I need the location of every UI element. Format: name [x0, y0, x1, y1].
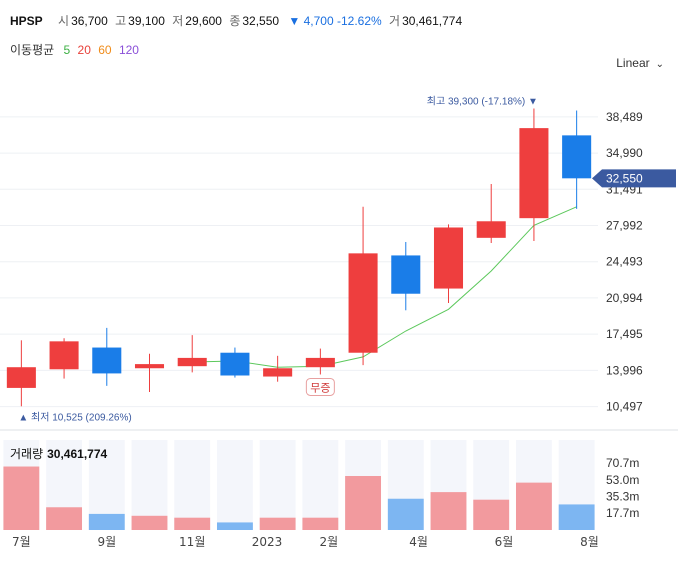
candle-body	[562, 135, 592, 179]
chevron-down-icon: ⌄	[655, 59, 664, 70]
y-tick-label: 17,495	[606, 327, 643, 341]
volume-bar	[88, 513, 125, 530]
volume-tick-label: 17.7m	[606, 506, 639, 520]
volume-bar	[46, 507, 83, 530]
candle-body	[177, 357, 207, 367]
volume-band	[302, 440, 339, 530]
quote-header: HPSP 시 36,700 고 39,100 저 29,600 종 32,550 ▼ 4…	[10, 12, 462, 29]
y-tick-label: 27,992	[606, 218, 643, 232]
candle-body	[305, 357, 335, 368]
volume-bar	[131, 515, 168, 530]
candle-body	[220, 352, 250, 376]
x-tick-label: 8월	[580, 535, 599, 549]
annotation-badge	[305, 377, 335, 396]
volume-bar	[216, 522, 253, 530]
volume-value: 30,461,774	[402, 14, 463, 28]
x-tick-label: 11월	[179, 535, 205, 549]
close-value: 32,550	[242, 14, 280, 28]
annotation-label: 무증	[310, 381, 330, 394]
y-tick-label: 20,994	[606, 291, 643, 305]
x-tick-label: 7월	[12, 535, 31, 549]
candle-body	[433, 227, 464, 289]
current-price-tag	[592, 169, 676, 188]
volume-tick-label: 53.0m	[606, 473, 639, 487]
candle-body	[263, 368, 293, 377]
x-tick-label: 6월	[495, 535, 514, 549]
candle-body	[6, 367, 36, 388]
volume-tick-label: 70.7m	[606, 456, 639, 470]
open-label: 시	[58, 14, 70, 28]
close-label: 종	[229, 14, 241, 28]
change-value: ▼ 4,700 -12.62%	[288, 14, 382, 28]
scale-mode-label: Linear	[616, 56, 650, 70]
ma-line	[192, 206, 577, 368]
y-tick-label: 24,493	[606, 255, 643, 269]
symbol: HPSP	[10, 14, 43, 28]
low-value: 29,600	[185, 14, 222, 28]
current-price-label: 32,550	[606, 171, 643, 185]
moving-average-legend[interactable]: 이동평균 5 20 60 120	[10, 41, 143, 58]
max-label: 최고 39,300 (-17.18%) ▼	[427, 95, 538, 107]
volume-title-label: 거래량	[10, 447, 44, 461]
y-tick-label: 38,489	[606, 110, 643, 124]
volume-bar	[302, 517, 339, 530]
volume-bar	[259, 517, 296, 530]
volume-bar	[515, 482, 552, 530]
open-value: 36,700	[71, 14, 108, 28]
volume-bar	[473, 499, 510, 530]
y-tick-label: 13,996	[606, 363, 643, 377]
x-tick-label: 4월	[409, 535, 428, 549]
volume-title: 거래량 30,461,774	[10, 445, 107, 462]
x-tick-label: 2월	[320, 535, 339, 549]
x-tick-label: 2023	[252, 535, 283, 549]
ma-period-120: 120	[118, 43, 139, 57]
y-tick-label: 10,497	[606, 400, 643, 414]
scale-mode-dropdown[interactable]: Linear ⌄	[616, 56, 664, 70]
candle-body	[519, 128, 549, 219]
volume-band	[174, 440, 211, 530]
high-value: 39,100	[128, 14, 165, 28]
volume-bar	[3, 466, 40, 530]
volume-bar	[387, 498, 424, 530]
volume-bar	[345, 476, 382, 530]
min-label: ▲ 최저 10,525 (209.26%)	[18, 411, 131, 423]
volume-band	[259, 440, 296, 530]
ma-title: 이동평균	[10, 43, 55, 57]
candle-body	[92, 347, 122, 374]
ma-period-60: 60	[98, 43, 112, 57]
volume-bar	[430, 492, 467, 530]
low-label: 저	[172, 14, 184, 28]
volume-band	[216, 440, 253, 530]
candle-body	[134, 364, 165, 369]
x-tick-label: 9월	[97, 535, 116, 549]
candle-body	[348, 253, 378, 353]
volume-total: 30,461,774	[47, 447, 108, 461]
volume-label: 거	[389, 14, 401, 28]
candle-body	[391, 255, 421, 294]
y-tick-label: 34,990	[606, 146, 643, 160]
candle-body	[49, 341, 79, 370]
ma-period-20: 20	[77, 43, 91, 57]
volume-band	[131, 440, 168, 530]
ma-period-5: 5	[63, 43, 71, 57]
volume-bar	[558, 504, 595, 530]
volume-tick-label: 35.3m	[606, 490, 639, 504]
high-label: 고	[115, 14, 127, 28]
candle-body	[476, 221, 506, 238]
volume-bar	[174, 517, 211, 530]
